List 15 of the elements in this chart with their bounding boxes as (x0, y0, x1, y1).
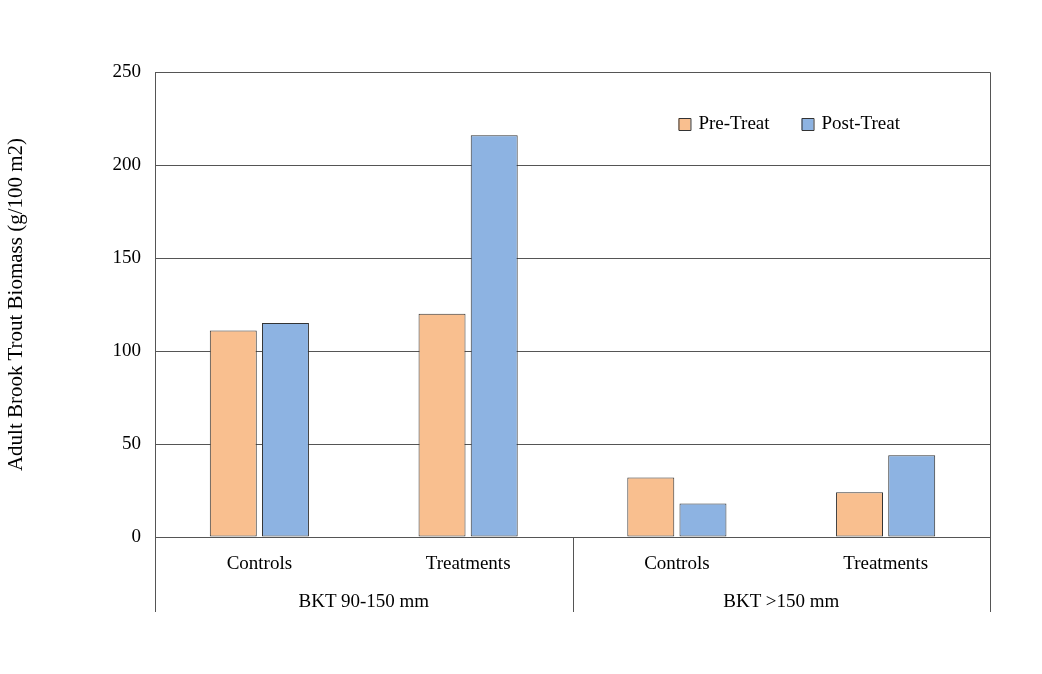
y-tick-label: 200 (112, 152, 141, 174)
text: BKT >150 mm (723, 589, 840, 611)
x-tick-label: Controls (226, 552, 293, 574)
legend-label: Post-Treat (821, 111, 901, 133)
x-tick-label: Treatments (425, 552, 511, 574)
y-tick-label: 250 (112, 59, 141, 81)
y-tick-label: 100 (112, 338, 141, 360)
y-tick-label: 0 (131, 524, 141, 546)
text: BKT 90-150 mm (298, 589, 430, 611)
y-tick-label: 150 (112, 245, 141, 267)
y-axis-title: Adult Brook Trout Biomass (g/100 m2) (3, 137, 28, 472)
x-tick-label: Controls (644, 552, 710, 574)
y-tick-label: 50 (122, 431, 141, 453)
x-tick-label: Treatments (843, 552, 929, 574)
legend-label: Pre-Treat (698, 111, 771, 133)
